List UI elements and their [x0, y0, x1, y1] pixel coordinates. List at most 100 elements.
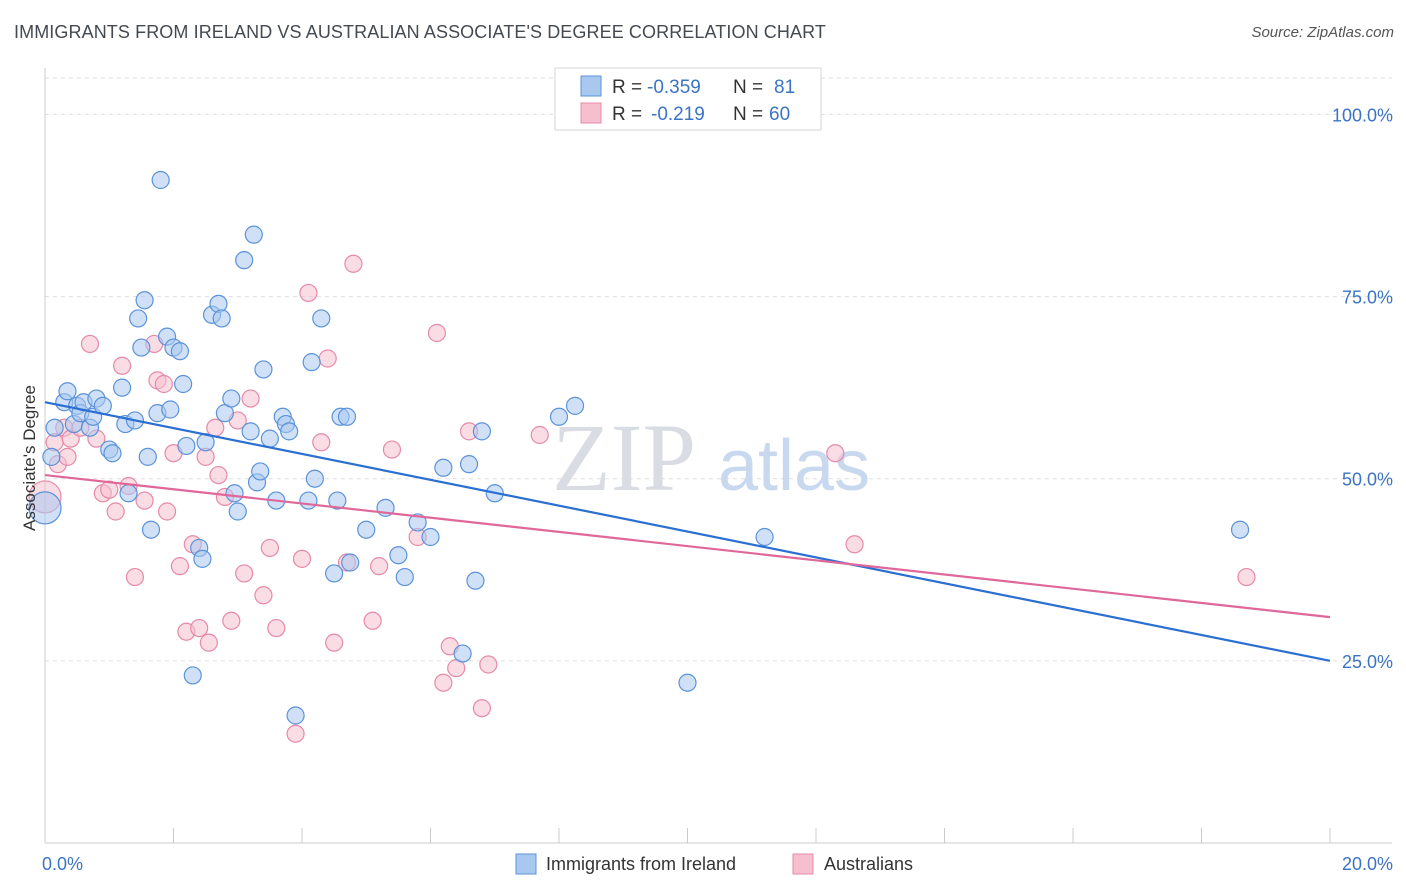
- australians-point-35: [260, 538, 279, 558]
- australians-point-24: [190, 618, 209, 638]
- australians-point-59: [479, 655, 498, 674]
- ireland-point-58: [312, 309, 331, 328]
- y-tick-label-2: 75.0%: [1342, 288, 1393, 308]
- ireland-point-30: [174, 374, 193, 394]
- australians-point-33: [241, 389, 260, 408]
- stats-r-value-pink: -0.219: [651, 104, 705, 125]
- stats-n-label-pink: N =: [733, 104, 763, 125]
- ireland-point-57: [305, 469, 324, 488]
- australians-point-7: [80, 334, 100, 354]
- ireland-point-79: [755, 527, 774, 547]
- chart-source: Source: ZipAtlas.com: [1251, 24, 1394, 41]
- stats-r-value-blue: -0.359: [647, 77, 701, 98]
- series-legend-swatch-ireland: [515, 853, 537, 875]
- ireland-point-19: [129, 309, 148, 328]
- australians-point-57: [845, 535, 864, 554]
- australians-trend-line: [44, 473, 1331, 619]
- australians-point-38: [292, 549, 312, 568]
- x-tick-label-1: 20.0%: [1342, 854, 1393, 874]
- australians-point-47: [382, 440, 402, 459]
- australians-point-49: [427, 323, 447, 343]
- ireland-point-62: [337, 407, 357, 426]
- ireland-point-77: [678, 673, 697, 692]
- y-tick-label-0: 25.0%: [1342, 652, 1393, 672]
- ireland-point-64: [357, 520, 376, 539]
- series-legend-swatch-australians: [792, 853, 814, 875]
- ireland-point-14: [103, 444, 122, 463]
- australians-point-41: [318, 349, 337, 368]
- australians-point-14: [125, 567, 145, 587]
- ireland-point-0: [28, 491, 62, 525]
- ireland-point-40: [222, 389, 241, 408]
- australians-point-50: [434, 673, 453, 692]
- australians-point-34: [254, 586, 273, 605]
- australians-point-37: [286, 724, 305, 743]
- australians-point-56: [826, 444, 845, 463]
- ireland-point-48: [254, 360, 273, 379]
- stats-n-value-pink: 60: [769, 104, 790, 125]
- ireland-point-76: [549, 407, 569, 426]
- stats-r-label-pink: R =: [612, 104, 642, 125]
- ireland-point-54: [286, 706, 305, 725]
- ireland-point-63: [341, 553, 360, 572]
- australians-point-19: [157, 502, 177, 521]
- stats-legend-swatch-blue: [580, 75, 602, 97]
- australians-point-54: [472, 699, 491, 718]
- australians-point-21: [170, 557, 190, 576]
- australians-point-44: [344, 254, 363, 273]
- y-tick-label-1: 50.0%: [1342, 470, 1393, 490]
- ireland-point-47: [251, 462, 270, 481]
- australians-point-4: [58, 447, 77, 466]
- australians-point-46: [370, 557, 389, 576]
- ireland-point-56: [302, 353, 321, 372]
- stats-legend-swatch-pink: [580, 102, 602, 124]
- ireland-point-74: [472, 422, 491, 441]
- ireland-point-32: [183, 666, 202, 685]
- ireland-point-43: [235, 251, 254, 270]
- ireland-point-70: [434, 458, 453, 477]
- series-legend: Immigrants from Ireland Australians: [515, 853, 913, 875]
- chart-title: IMMIGRANTS FROM IRELAND VS AUSTRALIAN AS…: [14, 22, 826, 42]
- australians-point-11: [106, 502, 125, 521]
- ireland-point-80: [1230, 520, 1250, 539]
- australians-point-36: [267, 618, 286, 638]
- ireland-point-67: [395, 567, 414, 587]
- x-tick-label-0: 0.0%: [42, 854, 83, 874]
- ireland-point-20: [132, 338, 151, 357]
- ireland-trend-line: [44, 401, 1331, 662]
- ireland-point-68: [408, 513, 427, 532]
- ireland-point-34: [193, 549, 212, 568]
- ireland-point-55: [299, 491, 318, 510]
- stats-n-label-blue: N =: [733, 77, 763, 98]
- ireland-point-15: [112, 378, 132, 397]
- ireland-point-21: [135, 291, 154, 310]
- ireland-point-42: [228, 502, 247, 521]
- australians-point-30: [222, 611, 241, 630]
- ireland-point-38: [212, 309, 231, 328]
- ireland-point-72: [459, 455, 479, 474]
- ireland-point-44: [241, 422, 260, 441]
- stats-n-value-blue: 81: [774, 77, 795, 98]
- australians-point-12: [112, 356, 132, 375]
- ireland-point-25: [151, 170, 170, 190]
- y-tick-label-3: 100.0%: [1332, 105, 1393, 125]
- ireland-point-2: [45, 418, 64, 437]
- ireland-point-59: [325, 564, 344, 583]
- australians-point-55: [530, 425, 549, 445]
- australians-point-32: [235, 564, 254, 583]
- ireland-point-49: [260, 429, 279, 448]
- ireland-point-29: [170, 342, 190, 361]
- ireland-point-4: [58, 382, 77, 401]
- series-legend-label-ireland: Immigrants from Ireland: [546, 854, 736, 874]
- ireland-point-17: [119, 484, 138, 503]
- australians-point-18: [154, 374, 173, 394]
- australians-point-45: [363, 611, 382, 630]
- australians-point-27: [206, 418, 225, 437]
- watermark-atlas: atlas: [718, 426, 870, 506]
- ireland-point-31: [177, 436, 196, 456]
- watermark: ZIP atlas: [552, 404, 870, 511]
- ireland-point-1: [42, 447, 61, 466]
- ireland-point-73: [466, 571, 485, 590]
- ireland-point-27: [161, 400, 180, 419]
